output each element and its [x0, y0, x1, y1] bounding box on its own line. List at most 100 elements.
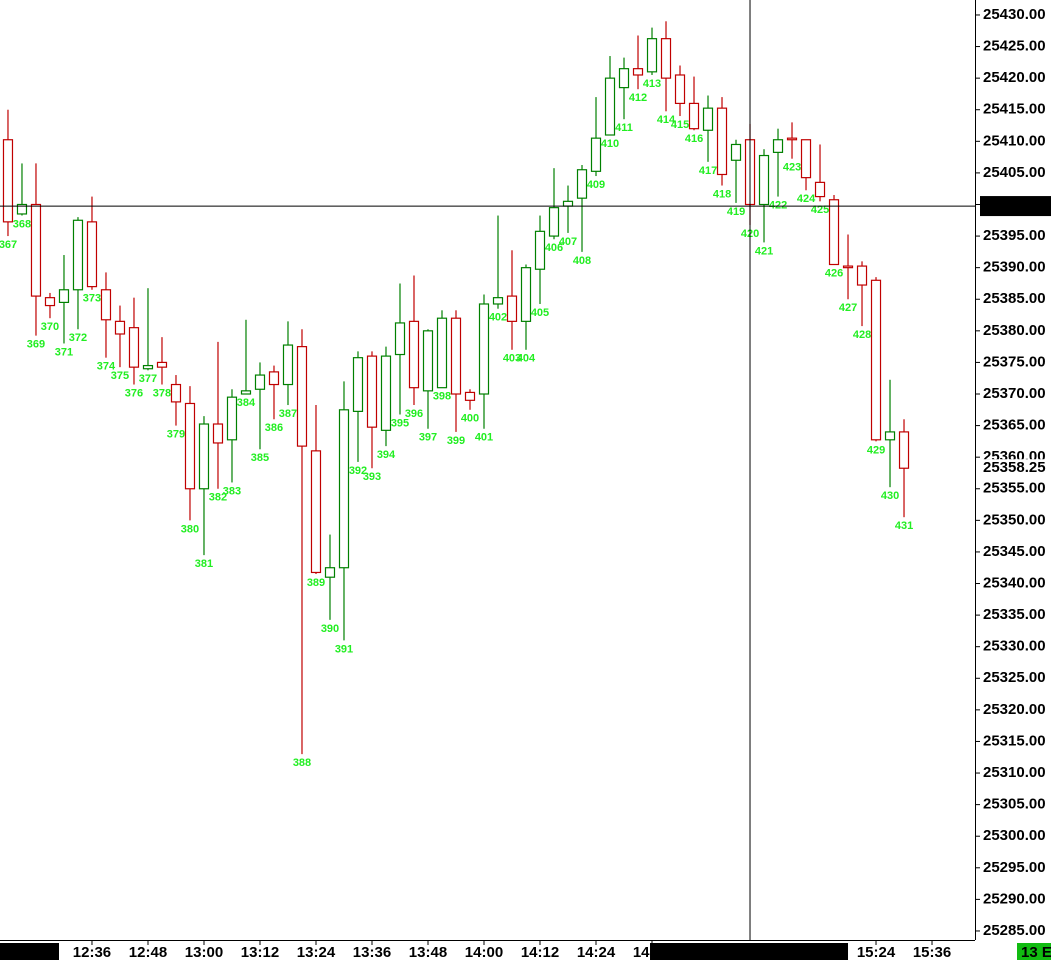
candle-body — [590, 137, 602, 172]
candle-body — [170, 383, 182, 403]
bar-number: 372 — [69, 332, 87, 344]
candle-body — [366, 355, 378, 428]
session-date-label: 2026-2-9 — [0, 944, 57, 960]
candle-body — [898, 431, 910, 469]
candle-body — [478, 303, 490, 395]
candle-body — [296, 346, 308, 447]
bar-number: 394 — [377, 449, 396, 461]
session-date-box — [0, 943, 59, 960]
bar-number: 385 — [251, 452, 269, 464]
bar-number: 391 — [335, 643, 353, 655]
bar-number: 371 — [55, 346, 73, 358]
status-label: 13 E — [1021, 944, 1051, 960]
candle-body — [408, 320, 420, 389]
candle-body — [688, 102, 700, 130]
bar-number: 413 — [643, 78, 661, 90]
bar-number: 410 — [601, 138, 619, 150]
candle-body — [268, 371, 280, 386]
bar-number: 425 — [811, 204, 829, 216]
candle-body — [814, 181, 826, 198]
candle-body — [772, 139, 784, 153]
bar-number: 407 — [559, 236, 577, 248]
bar-number: 392 — [349, 465, 367, 477]
y-tick-label: 25325.00 — [983, 669, 1046, 686]
x-tick-label: 12:36 — [73, 944, 111, 960]
y-tick-label: 25385.00 — [983, 290, 1046, 307]
candle-body — [198, 423, 210, 490]
y-tick-label: 25340.00 — [983, 574, 1046, 591]
crosshair-price-label: 25399.75 — [983, 197, 1046, 214]
bar-number: 416 — [685, 133, 703, 145]
candle-body — [128, 327, 140, 368]
bar-number: 379 — [167, 428, 185, 440]
bar-number: 387 — [279, 408, 297, 420]
x-tick-label: 14:24 — [577, 944, 616, 960]
x-tick-label: 14:12 — [521, 944, 559, 960]
bar-number: 386 — [265, 422, 283, 434]
bar-number: 369 — [27, 338, 45, 350]
candle-body — [856, 265, 868, 286]
bar-number: 402 — [489, 312, 507, 324]
candle-body — [422, 330, 434, 392]
y-tick-label: 25310.00 — [983, 764, 1046, 781]
x-tick-label: 15:36 — [913, 944, 951, 960]
y-tick-label: 25365.00 — [983, 417, 1046, 434]
candle-body — [254, 374, 266, 390]
bar-number: 404 — [517, 353, 536, 365]
candle-body — [394, 322, 406, 356]
candle-body — [86, 221, 98, 288]
bar-number: 412 — [629, 92, 647, 104]
candle-body — [380, 355, 392, 431]
candle-body — [450, 317, 462, 395]
crosshair-time-box — [650, 943, 849, 960]
bar-number: 403 — [503, 353, 521, 365]
bar-number: 382 — [209, 492, 227, 504]
y-tick-label: 25285.00 — [983, 922, 1046, 939]
candle-body — [618, 68, 630, 89]
bar-number: 373 — [83, 293, 101, 305]
bar-number: 383 — [223, 485, 241, 497]
bar-number: 431 — [895, 520, 913, 532]
candle-body — [660, 38, 672, 79]
candle-body — [72, 219, 84, 291]
candle-body — [534, 230, 546, 270]
bar-number: 409 — [587, 179, 605, 191]
candle-body — [492, 297, 504, 305]
candle-body — [2, 139, 14, 223]
bar-number: 421 — [755, 245, 773, 257]
bar-number: 417 — [699, 165, 717, 177]
candle-body — [548, 207, 560, 237]
y-tick-label: 25415.00 — [983, 101, 1046, 118]
candle-body — [226, 396, 238, 441]
bar-number: 408 — [573, 255, 591, 267]
bar-number: 397 — [419, 432, 437, 444]
bar-number: 430 — [881, 490, 899, 502]
bar-number: 396 — [405, 408, 423, 420]
candle-body — [240, 390, 252, 395]
bar-number: 419 — [727, 206, 745, 218]
y-tick-label: 25295.00 — [983, 859, 1046, 876]
y-tick-label: 25425.00 — [983, 38, 1046, 55]
bar-number: 415 — [671, 119, 689, 131]
candle-body — [44, 297, 56, 307]
candle-body — [758, 154, 770, 206]
y-tick-label: 25305.00 — [983, 796, 1046, 813]
bar-number: 429 — [867, 444, 885, 456]
crosshair-price-box — [980, 196, 1051, 217]
last-price-box — [980, 459, 1050, 478]
x-tick-label: 13:36 — [353, 944, 391, 960]
bar-number: 399 — [447, 435, 465, 447]
last-price-label: 25358.25 — [983, 459, 1046, 476]
y-tick-label: 25290.00 — [983, 890, 1046, 907]
bar-number: 368 — [13, 218, 31, 230]
bar-number: 427 — [839, 302, 857, 314]
candle-body — [828, 199, 840, 266]
bar-number: 370 — [41, 321, 59, 333]
candle-body — [338, 409, 350, 569]
candle-body — [786, 137, 798, 141]
bar-number: 401 — [475, 432, 493, 444]
x-tick-label: 12:48 — [129, 944, 167, 960]
y-tick-label: 25375.00 — [983, 353, 1046, 370]
candle-body — [30, 203, 42, 297]
